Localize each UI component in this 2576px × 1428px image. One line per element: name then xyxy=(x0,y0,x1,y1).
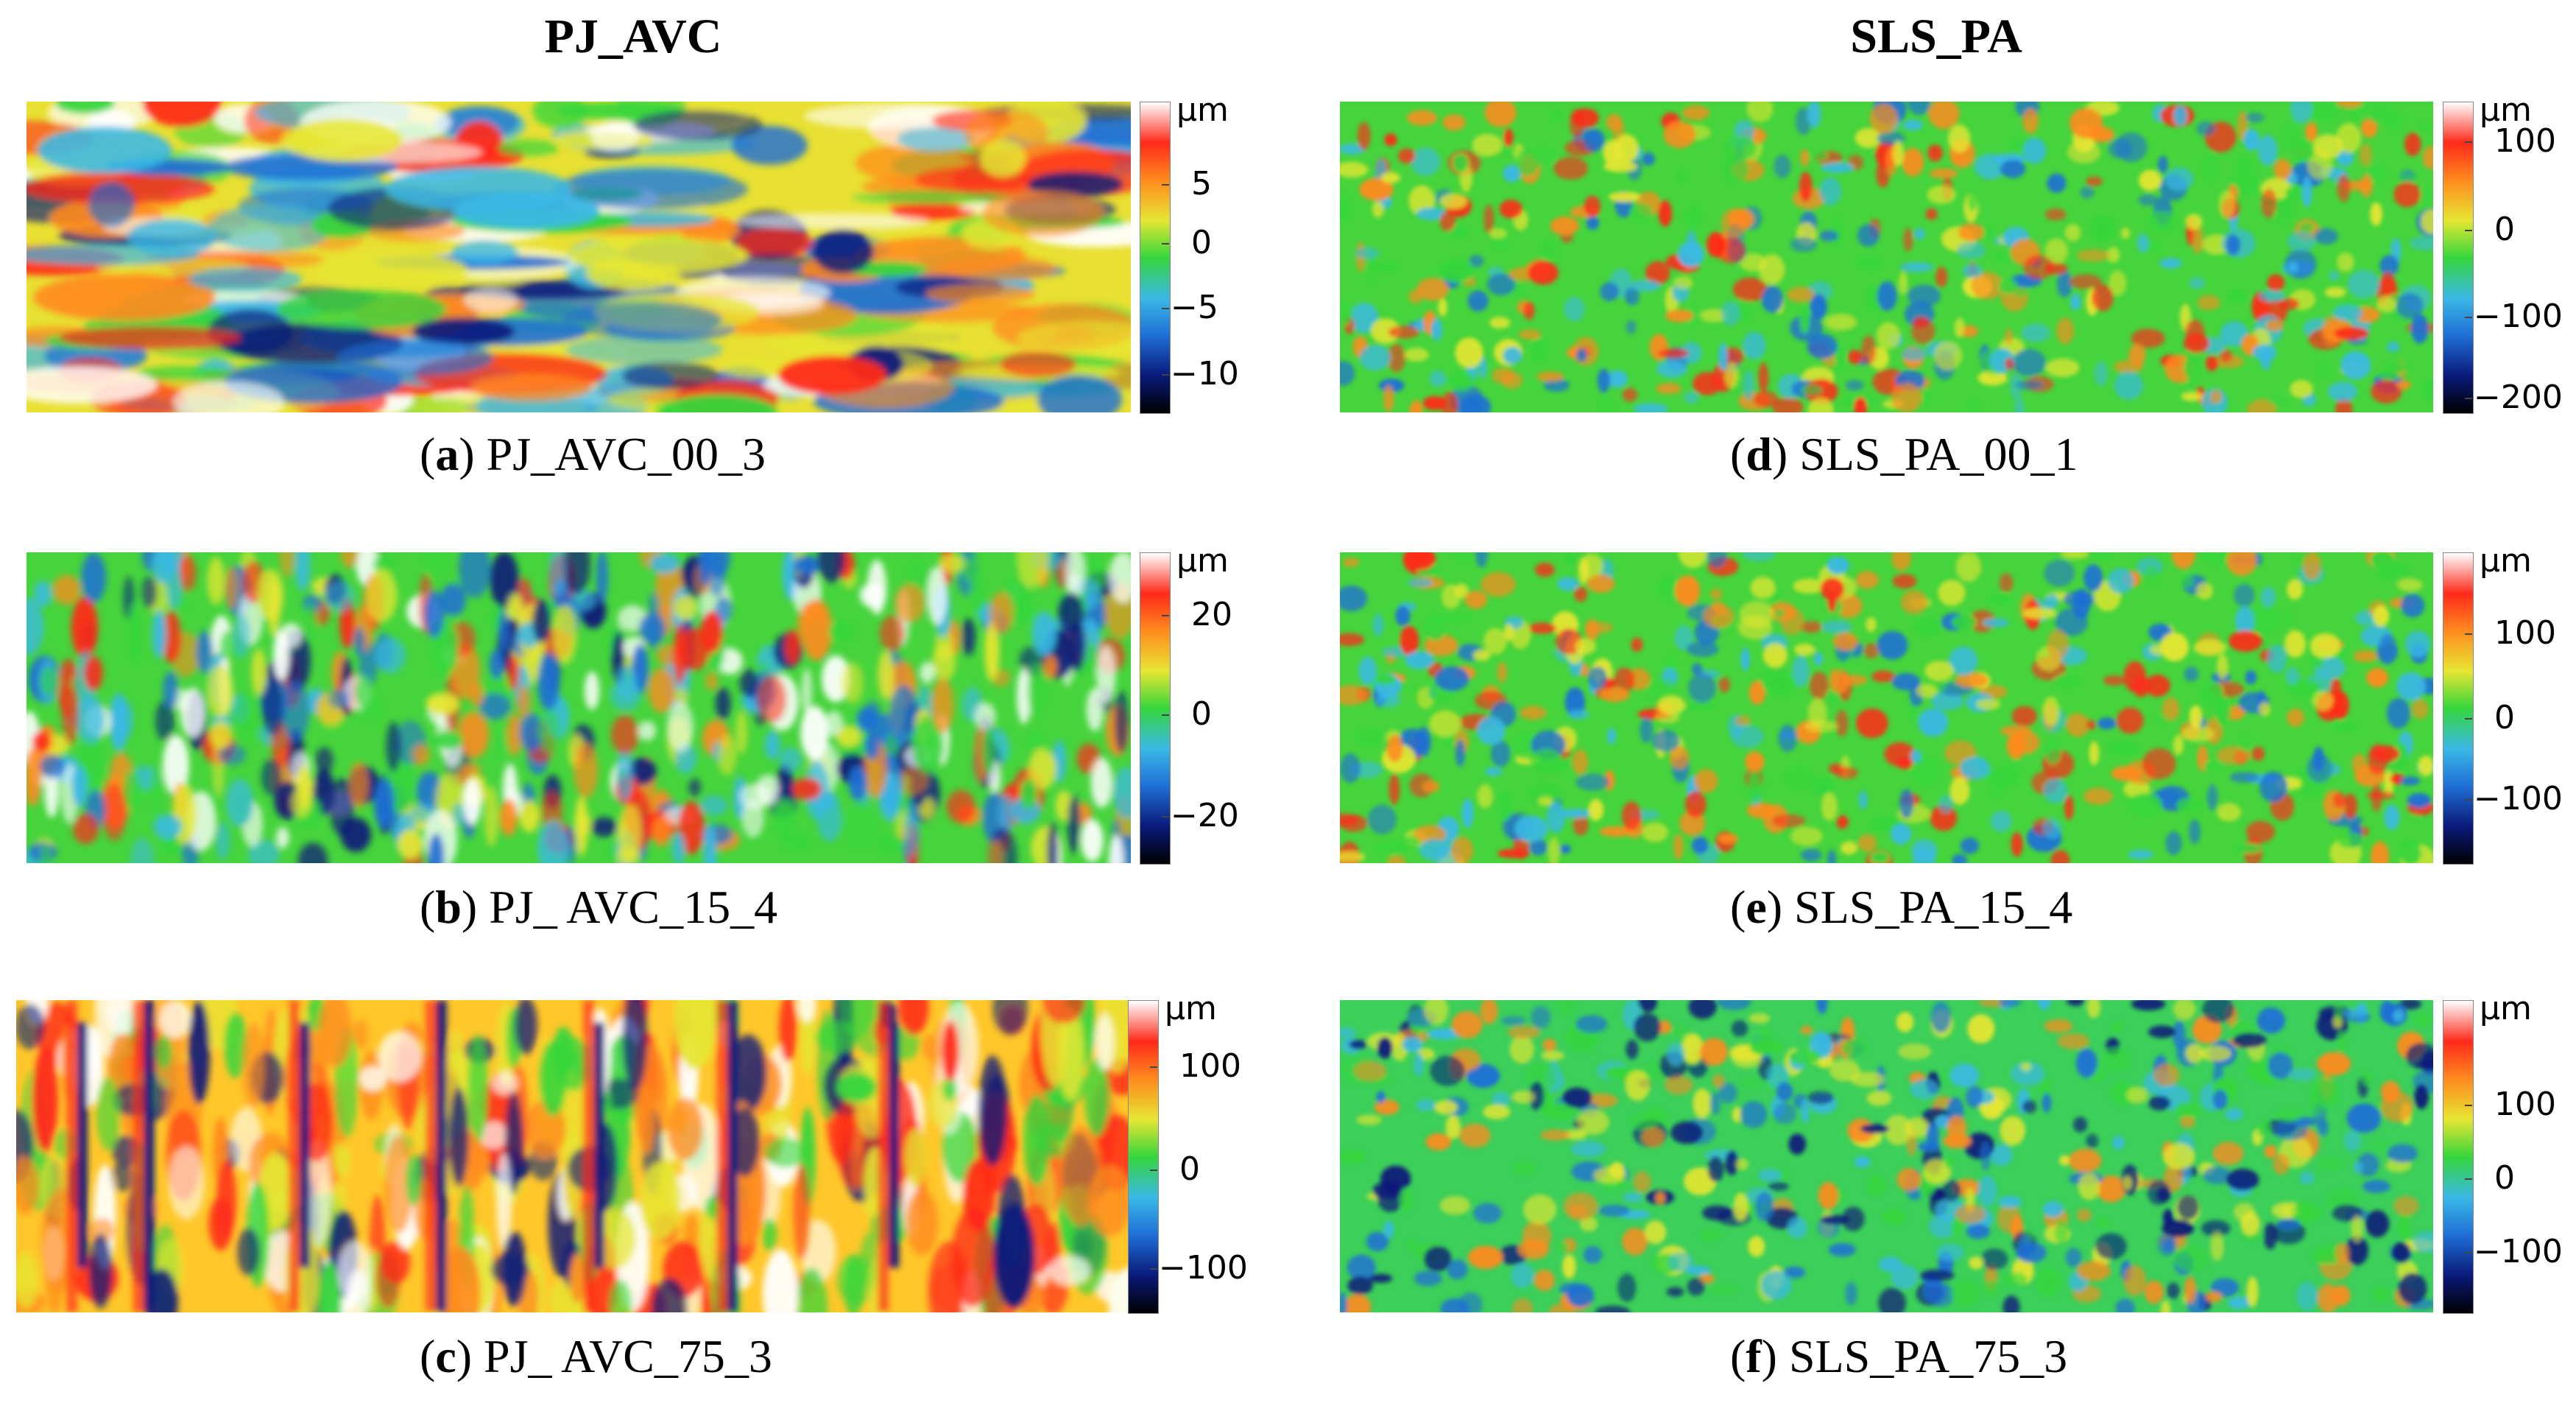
panel-caption-c: (c) PJ_ AVC_75_3 xyxy=(420,1330,772,1382)
colorbar-tick-label: −20 xyxy=(1171,797,1239,834)
colorbar-tick-label: 0 xyxy=(1191,224,1212,261)
panel-caption-a: (a) PJ_AVC_00_3 xyxy=(420,428,766,480)
colorbar-tick-mark xyxy=(2465,317,2472,318)
colorbar-a xyxy=(1140,102,1171,414)
colorbar-unit-d: μm xyxy=(2480,91,2532,129)
colorbar-unit-c: μm xyxy=(1165,990,1217,1027)
height-map-f xyxy=(1340,1000,2433,1312)
colorbar-tick-label: 100 xyxy=(2494,614,2556,652)
colorbar-tick-label: −200 xyxy=(2474,379,2563,416)
colorbar-f xyxy=(2443,1000,2474,1314)
colorbar-tick-label: −5 xyxy=(1171,289,1218,326)
colorbar-tick-label: 0 xyxy=(2494,699,2515,736)
height-map-a xyxy=(27,102,1131,412)
panel-caption-f: (f) SLS_PA_75_3 xyxy=(1730,1330,2068,1382)
colorbar-d xyxy=(2443,102,2474,414)
colorbar-unit-f: μm xyxy=(2480,990,2532,1027)
colorbar-tick-mark xyxy=(2465,398,2472,399)
panel-letter: f xyxy=(1746,1330,1762,1382)
colorbar-tick-mark xyxy=(1162,308,1169,309)
panel-letter: e xyxy=(1746,881,1767,933)
height-map-d xyxy=(1340,102,2433,412)
colorbar-tick-label: −100 xyxy=(2474,1233,2563,1270)
panel-sample-name: SLS_PA_00_1 xyxy=(1799,428,2078,480)
colorbar-tick-label: 100 xyxy=(2494,122,2556,160)
colorbar-tick-label: 100 xyxy=(2494,1086,2556,1123)
colorbar-tick-label: 0 xyxy=(1191,695,1212,733)
colorbar-tick-label: 0 xyxy=(1179,1150,1200,1188)
colorbar-tick-label: 0 xyxy=(2494,1159,2515,1197)
colorbar-tick-label: 0 xyxy=(2494,211,2515,248)
colorbar-tick-mark xyxy=(2465,1252,2472,1253)
height-map-e xyxy=(1340,552,2433,863)
panel-caption-b: (b) PJ_ AVC_15_4 xyxy=(420,881,778,933)
colorbar-tick-mark xyxy=(2465,141,2472,143)
panel-caption-e: (e) SLS_PA_15_4 xyxy=(1730,881,2073,933)
height-map-b xyxy=(27,552,1131,863)
colorbar-e xyxy=(2443,552,2474,865)
panel-sample-name: SLS_PA_15_4 xyxy=(1794,881,2073,933)
panel-letter: d xyxy=(1746,428,1772,480)
colorbar-tick-label: 20 xyxy=(1191,596,1232,633)
colorbar-unit-a: μm xyxy=(1176,91,1229,129)
colorbar-tick-mark xyxy=(2465,718,2472,720)
colorbar-tick-mark xyxy=(1162,816,1169,817)
height-map-c xyxy=(16,1000,1128,1312)
colorbar-tick-mark xyxy=(1162,243,1169,245)
colorbar-c xyxy=(1128,1000,1159,1314)
colorbar-tick-mark xyxy=(1150,1268,1157,1270)
colorbar-tick-mark xyxy=(1162,615,1169,616)
colorbar-tick-mark xyxy=(1150,1066,1157,1068)
colorbar-tick-label: −10 xyxy=(1171,355,1239,393)
panel-sample-name: SLS_PA_75_3 xyxy=(1788,1330,2068,1382)
column-title-right: SLS_PA xyxy=(1850,10,2022,63)
colorbar-tick-label: −100 xyxy=(2474,298,2563,335)
colorbar-b xyxy=(1140,552,1171,865)
panel-letter: a xyxy=(435,428,459,480)
panel-caption-d: (d) SLS_PA_00_1 xyxy=(1730,428,2078,480)
colorbar-tick-label: −100 xyxy=(1159,1249,1248,1287)
colorbar-unit-b: μm xyxy=(1176,542,1229,580)
colorbar-tick-mark xyxy=(1162,374,1169,376)
panel-sample-name: PJ_ AVC_15_4 xyxy=(489,881,778,933)
panel-sample-name: PJ_ AVC_75_3 xyxy=(484,1330,772,1382)
column-title-left: PJ_AVC xyxy=(544,10,722,63)
colorbar-tick-label: 5 xyxy=(1191,165,1212,203)
panel-sample-name: PJ_AVC_00_3 xyxy=(486,428,766,480)
panel-letter: b xyxy=(435,881,462,933)
colorbar-tick-mark xyxy=(2465,230,2472,231)
colorbar-tick-mark xyxy=(2465,1105,2472,1106)
colorbar-tick-mark xyxy=(2465,799,2472,801)
colorbar-tick-mark xyxy=(1162,184,1169,186)
colorbar-tick-mark xyxy=(2465,1178,2472,1180)
colorbar-tick-mark xyxy=(1162,714,1169,716)
colorbar-tick-mark xyxy=(1150,1170,1157,1171)
colorbar-tick-mark xyxy=(2465,633,2472,635)
colorbar-unit-e: μm xyxy=(2480,542,2532,580)
colorbar-tick-label: 100 xyxy=(1179,1047,1241,1085)
panel-letter: c xyxy=(435,1330,456,1382)
colorbar-tick-label: −100 xyxy=(2474,780,2563,817)
